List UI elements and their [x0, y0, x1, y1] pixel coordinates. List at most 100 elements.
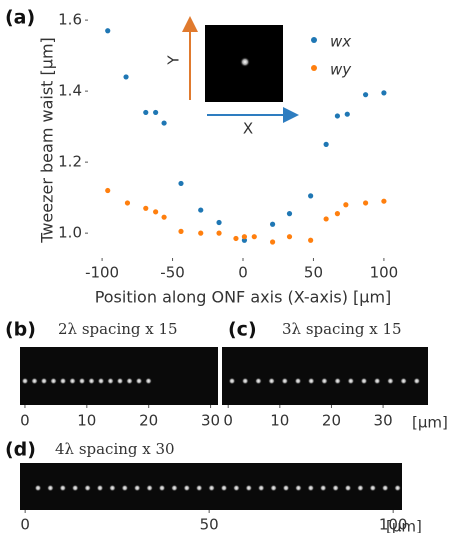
spot — [146, 484, 154, 492]
point — [161, 214, 167, 220]
spot — [282, 484, 290, 492]
y-tick-label: 1.4 — [58, 82, 82, 100]
spot — [158, 484, 166, 492]
spot — [40, 377, 48, 385]
point — [381, 198, 387, 204]
point — [216, 219, 222, 226]
panel-caption: 3λ spacing x 15 — [282, 320, 402, 338]
point — [269, 239, 276, 245]
spot — [245, 484, 253, 492]
spot — [334, 377, 342, 385]
spot — [50, 377, 57, 385]
unit-label: [μm] — [386, 518, 422, 534]
y-axis-label: Tweezer beam waist [μm] — [38, 37, 57, 244]
spot — [307, 484, 315, 492]
legend-marker — [311, 65, 317, 71]
spot — [356, 484, 364, 492]
spot — [78, 377, 86, 385]
spot — [369, 484, 377, 492]
spot — [46, 484, 54, 492]
point — [251, 234, 257, 240]
spot — [84, 484, 92, 492]
point — [178, 228, 184, 234]
spot — [135, 377, 143, 385]
point — [216, 230, 222, 236]
point — [344, 111, 350, 117]
x-tick-label: -50 — [160, 264, 185, 282]
spot — [254, 377, 262, 385]
x-tick-label: 0 — [20, 412, 30, 430]
x-tick-label: 10 — [270, 412, 289, 430]
panel-label: (b) — [5, 319, 36, 341]
spot — [386, 377, 394, 385]
point — [143, 205, 149, 211]
spot — [145, 377, 152, 385]
spot — [319, 484, 327, 492]
point — [105, 187, 111, 194]
point — [323, 141, 329, 147]
spot — [381, 484, 389, 492]
legend-label: wx — [330, 33, 351, 51]
spot — [170, 484, 178, 492]
point — [198, 207, 204, 213]
spot — [320, 377, 328, 385]
x-tick-label: 30 — [201, 412, 220, 430]
point — [362, 92, 369, 98]
point — [269, 221, 276, 227]
spot — [257, 484, 265, 492]
panel-label: (d) — [5, 439, 36, 461]
spot — [307, 377, 315, 385]
spot — [373, 377, 381, 385]
x-tick-label: 50 — [304, 264, 323, 282]
spot — [281, 377, 289, 385]
point — [308, 193, 314, 199]
x-tick-label: 20 — [322, 412, 341, 430]
spot — [228, 377, 236, 385]
spot — [21, 377, 29, 385]
spot — [220, 484, 228, 492]
legend-marker — [311, 37, 317, 43]
x-tick-label: 0 — [238, 264, 248, 282]
x-tick-label: -100 — [85, 264, 119, 282]
point — [153, 209, 159, 215]
spot — [294, 484, 302, 492]
spot — [294, 377, 302, 385]
unit-label: [μm] — [412, 414, 448, 432]
inset-x-label: X — [243, 120, 253, 138]
y-tick-label: 1.0 — [58, 224, 82, 242]
point — [381, 90, 387, 96]
point — [178, 180, 184, 187]
point — [334, 211, 341, 217]
spot — [270, 484, 278, 492]
inset-spot — [240, 57, 250, 67]
spot — [195, 484, 203, 492]
spot — [360, 377, 368, 385]
x-tick-label: 50 — [200, 516, 219, 534]
spot — [347, 377, 355, 385]
spot — [59, 484, 67, 492]
spot — [241, 377, 249, 385]
point — [323, 216, 329, 222]
x-tick-label: 0 — [223, 412, 233, 430]
spot — [394, 484, 402, 492]
point — [124, 200, 131, 206]
spot — [183, 484, 191, 492]
inset-y-label: Y — [165, 55, 183, 66]
x-tick-label: 10 — [77, 412, 96, 430]
spot — [116, 377, 124, 385]
point — [105, 28, 111, 34]
x-tick-label: 100 — [370, 264, 399, 282]
x-axis-label: Position along ONF axis (X-axis) [μm] — [95, 288, 392, 307]
spot — [126, 377, 133, 385]
spot — [232, 484, 240, 492]
spot-image — [20, 347, 218, 405]
spot — [332, 484, 340, 492]
x-tick-label: 30 — [374, 412, 393, 430]
panel-label: (a) — [5, 7, 35, 29]
spot — [96, 484, 104, 492]
panel-caption: 2λ spacing x 15 — [58, 320, 178, 338]
point — [153, 109, 159, 116]
x-tick-label: 100 — [379, 516, 408, 534]
spot — [133, 484, 141, 492]
spot — [97, 377, 105, 385]
